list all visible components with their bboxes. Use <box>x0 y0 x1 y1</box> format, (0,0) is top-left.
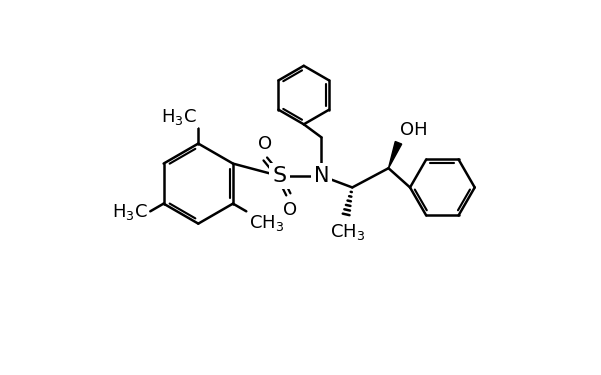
Text: OH: OH <box>400 121 428 139</box>
Text: H$_3$C: H$_3$C <box>112 202 148 222</box>
Text: O: O <box>283 201 297 219</box>
Text: N: N <box>314 166 329 186</box>
Text: H$_3$C: H$_3$C <box>161 106 197 127</box>
Text: S: S <box>272 166 286 186</box>
Text: O: O <box>258 135 272 153</box>
Text: CH$_3$: CH$_3$ <box>330 222 365 242</box>
Text: CH$_3$: CH$_3$ <box>249 213 284 233</box>
Polygon shape <box>388 141 401 168</box>
